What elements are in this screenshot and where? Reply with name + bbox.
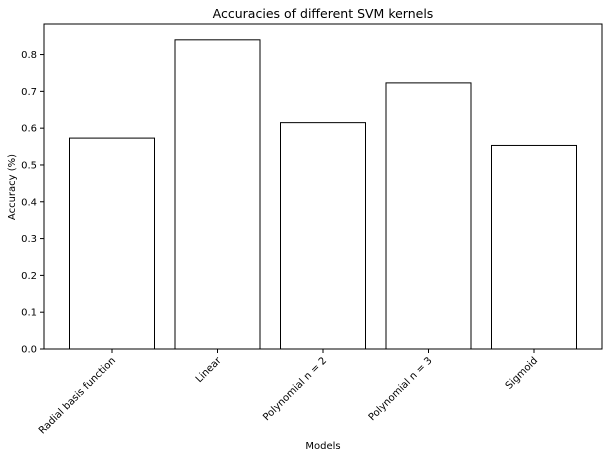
plot-frame: [43, 23, 603, 350]
bar-3: [385, 82, 472, 350]
x-tick-label-2: Polynomial n = 2: [261, 355, 329, 423]
chart-title: Accuracies of different SVM kernels: [213, 6, 434, 21]
y-tick-label-4: 0.4: [21, 197, 37, 208]
bars-group: [69, 39, 577, 350]
y-tick-label-1: 0.1: [21, 308, 37, 319]
x-tick-label-0: Radial basis function: [37, 355, 118, 436]
x-tick-label-1: Linear: [194, 355, 224, 385]
x-axis-label: Models: [305, 441, 340, 452]
x-axis-ticks: Radial basis function Linear Polynomial n …: [37, 349, 540, 437]
bar-1: [174, 39, 261, 350]
x-tick-label-4: Sigmoid: [504, 355, 540, 391]
y-tick-label-8: 0.8: [21, 50, 37, 61]
y-tick-label-0: 0.0: [21, 345, 37, 356]
x-tick-label-3: Polynomial n = 3: [367, 355, 435, 423]
y-axis-ticks: 0.0 0.1 0.2 0.3 0.4 0.5 0.6 0.7 0.8: [21, 50, 44, 356]
y-tick-label-2: 0.2: [21, 271, 37, 282]
bar-4: [491, 144, 577, 350]
y-tick-label-3: 0.3: [21, 234, 37, 245]
y-tick-label-7: 0.7: [21, 87, 37, 98]
bar-0: [69, 137, 155, 350]
bar-2: [280, 122, 366, 350]
y-tick-label-5: 0.5: [21, 160, 37, 171]
y-tick-label-6: 0.6: [21, 124, 37, 135]
y-axis-label: Accuracy (%): [7, 154, 18, 220]
